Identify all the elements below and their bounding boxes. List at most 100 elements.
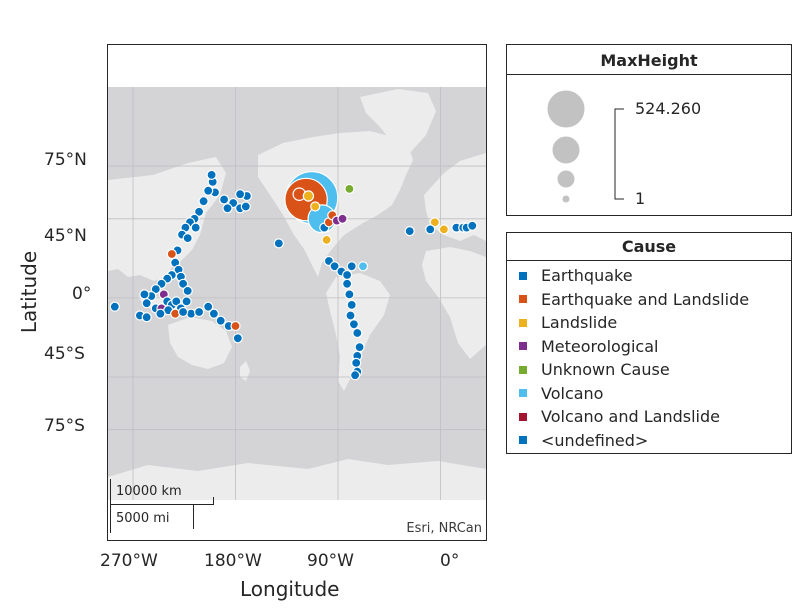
tsunami-point[interactable] [344,289,355,300]
tsunami-point[interactable] [346,299,357,310]
tsunami-point[interactable] [198,196,209,207]
cause-legend-label: Landslide [541,313,618,332]
tsunami-point[interactable] [321,234,332,245]
tsunami-point[interactable] [345,310,356,321]
tsunami-point[interactable] [302,190,315,202]
tsunami-point[interactable] [429,217,440,228]
tsunami-point[interactable] [342,269,353,281]
tsunami-point[interactable] [438,224,449,235]
tsunami-point[interactable] [166,248,177,260]
size-legend: MaxHeight 524.260 1 [506,44,792,216]
tsunami-points [109,169,478,381]
cause-legend-title: Cause [621,237,677,256]
cause-legend-swatch [519,365,527,374]
tsunami-point[interactable] [348,319,359,330]
y-axis-title: Latitude [17,250,41,334]
land-australia [168,317,232,369]
tsunami-point[interactable] [222,203,233,214]
tsunami-point[interactable] [182,233,193,244]
tsunami-point[interactable] [141,312,152,323]
tsunami-point[interactable] [346,261,357,272]
cause-legend-item[interactable]: Earthquake [519,265,633,287]
cause-legend-divider [507,260,791,261]
tsunami-point[interactable] [230,320,241,332]
tsunami-point[interactable] [109,301,120,312]
ytick-0: 0° [72,284,92,304]
land-greenland [360,89,436,155]
map-canvas[interactable] [108,45,486,540]
tsunami-point[interactable] [350,370,361,381]
cause-legend-item[interactable]: Unknown Cause [519,359,670,381]
scale-bar-km-tick [110,479,111,505]
tsunami-point[interactable] [354,342,365,353]
tsunami-point[interactable] [181,296,192,307]
size-legend-circle-medium [551,135,581,165]
tsunami-point[interactable] [329,261,340,272]
xtick-270w: 270°W [100,551,158,571]
scale-bar-km-end [213,497,214,505]
tsunami-point[interactable] [193,206,205,217]
tsunami-point[interactable] [352,327,363,339]
tsunami-point[interactable] [139,289,150,300]
size-legend-max-label: 524.260 [635,99,702,118]
size-legend-circle-small [556,169,576,189]
size-legend-circle-large [546,89,586,129]
ytick-45n: 45°N [44,226,87,246]
tsunami-point[interactable] [171,296,182,307]
cause-legend-swatch [519,342,527,350]
cause-legend-item[interactable]: <undefined> [519,430,648,452]
cause-legend-swatch [519,318,527,327]
size-legend-circles [546,89,624,204]
ytick-75s: 75°S [44,416,85,436]
tsunami-point[interactable] [177,306,189,318]
tsunami-point[interactable] [190,222,201,233]
tsunami-point[interactable] [193,306,205,318]
tsunami-point[interactable] [182,285,193,296]
scale-bar-mi-label: 5000 mi [116,511,170,526]
cause-legend-item[interactable]: Volcano [519,383,603,405]
tsunami-point[interactable] [150,284,161,295]
cause-legend-label: Earthquake [541,266,633,285]
tsunami-point[interactable] [177,278,189,289]
cause-legend-item[interactable]: Earthquake and Landslide [519,289,749,311]
tsunami-point[interactable] [232,333,243,344]
tsunami-point[interactable] [357,261,369,272]
tsunami-point[interactable] [235,189,246,200]
land-newzealand [240,361,250,381]
tsunami-point[interactable] [310,201,321,212]
tsunami-point[interactable] [467,220,478,231]
scale-bar: 10000 km 5000 mi [110,479,216,537]
map-panel[interactable]: 10000 km 5000 mi Esri, NRCan [107,44,487,541]
cause-legend-item[interactable]: Landslide [519,312,617,334]
tsunami-point[interactable] [215,315,226,326]
cause-legend-item[interactable]: Meteorological [519,336,658,358]
tsunami-point[interactable] [203,301,214,312]
tsunami-point[interactable] [351,357,362,368]
land-africa [422,247,486,359]
cause-legend-label: Earthquake and Landslide [541,289,750,309]
scale-bar-mi-end [193,505,194,529]
tsunami-point[interactable] [425,224,436,235]
tsunami-point[interactable] [342,278,353,289]
tsunami-point[interactable] [273,238,284,249]
tsunami-point[interactable] [203,185,214,196]
tsunami-point[interactable] [155,308,166,319]
cause-legend-label: Volcano and Landslide [541,407,720,426]
cause-legend-label: Volcano [541,383,604,403]
map-attribution: Esri, NRCan [406,521,482,536]
cause-legend-swatch [519,389,527,397]
tsunami-point[interactable] [344,183,355,194]
tsunami-point[interactable] [208,308,220,319]
tsunami-point[interactable] [240,201,251,212]
cause-legend-label: Unknown Cause [541,360,670,379]
tsunami-point[interactable] [206,169,217,180]
tsunami-point[interactable] [404,226,415,237]
ytick-45s: 45°S [44,344,85,364]
cause-legend-label: Meteorological [541,336,659,356]
tsunami-point[interactable] [337,213,348,224]
cause-legend-item[interactable]: Volcano and Landslide [519,406,720,428]
tsunami-point[interactable] [141,298,152,309]
size-legend-circle-min [561,194,571,204]
tsunami-point[interactable] [218,194,230,205]
scale-bar-km-line [110,504,214,505]
